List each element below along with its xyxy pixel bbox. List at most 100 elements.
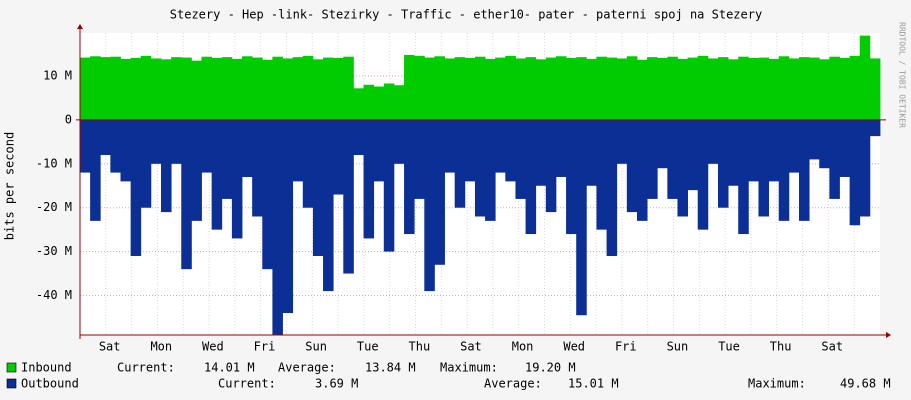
bar bbox=[707, 119, 719, 164]
bar bbox=[161, 59, 172, 120]
bar bbox=[231, 119, 243, 239]
bar bbox=[829, 56, 840, 120]
bar bbox=[171, 57, 182, 120]
bar bbox=[171, 119, 182, 164]
legend-stat-value: 13.84 M bbox=[365, 361, 416, 375]
bar bbox=[707, 58, 719, 120]
bar bbox=[829, 119, 840, 199]
bar bbox=[302, 119, 314, 208]
bar bbox=[323, 57, 334, 120]
bar bbox=[464, 119, 476, 182]
bar bbox=[282, 119, 294, 314]
bar bbox=[778, 56, 790, 120]
x-tick-label: Thu bbox=[409, 340, 431, 354]
bar bbox=[677, 119, 688, 217]
bar bbox=[434, 56, 445, 120]
bar bbox=[130, 119, 142, 256]
bar bbox=[262, 59, 273, 120]
x-tick-label: Wed bbox=[202, 340, 224, 354]
bar bbox=[90, 119, 101, 221]
bar bbox=[778, 119, 790, 221]
bar bbox=[404, 119, 415, 235]
bar bbox=[869, 119, 881, 137]
x-tick-label: Thu bbox=[770, 340, 792, 354]
bar bbox=[161, 119, 172, 213]
bar bbox=[464, 58, 476, 120]
y-tick-label: -10 M bbox=[36, 156, 72, 170]
bar bbox=[130, 58, 142, 120]
bar bbox=[140, 119, 152, 208]
bar bbox=[657, 58, 668, 120]
bar bbox=[110, 119, 121, 173]
bar bbox=[100, 57, 111, 120]
bar bbox=[768, 58, 780, 120]
bar bbox=[242, 56, 253, 120]
x-tick-label: Sun bbox=[667, 340, 689, 354]
bar bbox=[647, 119, 658, 199]
x-tick-label: Fri bbox=[254, 340, 276, 354]
arrow bbox=[886, 332, 891, 338]
bar bbox=[363, 119, 375, 239]
bar bbox=[738, 56, 749, 120]
bar bbox=[474, 119, 486, 217]
bar bbox=[333, 58, 344, 120]
bar bbox=[839, 119, 851, 177]
bar bbox=[728, 59, 739, 120]
bar bbox=[819, 59, 830, 120]
bar bbox=[697, 55, 709, 120]
bar bbox=[323, 119, 334, 292]
bar bbox=[859, 119, 871, 217]
bar bbox=[120, 119, 132, 182]
x-tick-label: Sat bbox=[460, 340, 482, 354]
legend-stat-label: Average: bbox=[278, 361, 336, 375]
x-tick-label: Mon bbox=[512, 340, 534, 354]
legend-stat-label: Average: bbox=[484, 377, 542, 391]
bar bbox=[363, 84, 375, 120]
chart-title: Stezery - Hep -link- Stezirky - Traffic … bbox=[170, 8, 762, 22]
bar bbox=[231, 58, 243, 120]
bar bbox=[221, 119, 233, 199]
bar bbox=[140, 55, 152, 120]
bar bbox=[626, 56, 638, 120]
x-tick-label: Fri bbox=[615, 340, 637, 354]
legend-stat-label: Current: bbox=[218, 377, 276, 391]
x-tick-label: Sat bbox=[821, 340, 843, 354]
y-tick-label: -30 M bbox=[36, 244, 72, 258]
x-tick-label: Tue bbox=[718, 340, 740, 354]
y-tick-label: -40 M bbox=[36, 288, 72, 302]
bar bbox=[80, 57, 91, 120]
bar bbox=[748, 119, 759, 182]
bar bbox=[424, 119, 435, 292]
bar bbox=[606, 119, 618, 256]
bar bbox=[535, 119, 547, 186]
bar bbox=[181, 57, 192, 120]
bar bbox=[798, 119, 810, 221]
legend-label: Outbound bbox=[21, 377, 79, 391]
x-tick-label: Wed bbox=[563, 340, 585, 354]
legend-swatch bbox=[6, 378, 17, 389]
x-tick-label: Sat bbox=[99, 340, 121, 354]
bar bbox=[545, 57, 557, 120]
bar bbox=[373, 119, 385, 182]
legend-stat-label: Maximum: bbox=[748, 377, 806, 391]
bar bbox=[90, 56, 101, 120]
bar bbox=[292, 57, 304, 120]
bar bbox=[252, 119, 263, 217]
bar bbox=[444, 119, 456, 173]
bar bbox=[535, 59, 547, 120]
bar bbox=[758, 57, 770, 120]
bar bbox=[393, 85, 405, 120]
legend-stat-value: 49.68 M bbox=[840, 377, 891, 391]
legend-swatch bbox=[6, 362, 17, 373]
bar bbox=[758, 119, 770, 217]
bar bbox=[738, 119, 749, 235]
bar bbox=[485, 119, 496, 221]
bar bbox=[120, 58, 132, 120]
bar bbox=[869, 58, 881, 120]
legend-label: Inbound bbox=[21, 361, 72, 375]
bar bbox=[383, 119, 395, 252]
bar bbox=[626, 119, 638, 213]
bar bbox=[312, 119, 324, 256]
bar bbox=[576, 57, 587, 120]
